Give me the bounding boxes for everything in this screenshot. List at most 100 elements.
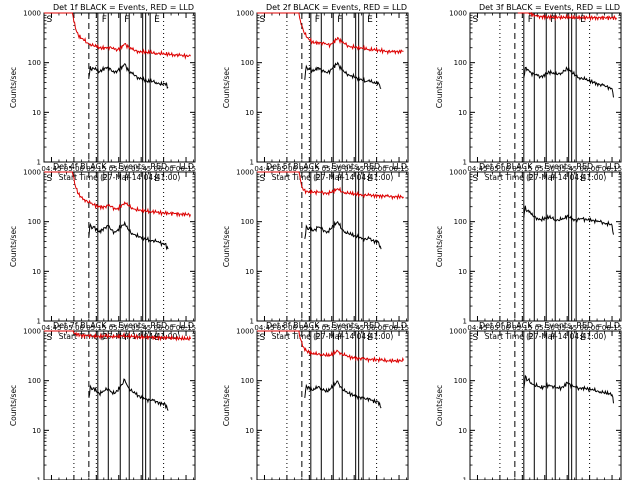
flag-label: F xyxy=(124,333,129,343)
y-tick-label: 10 xyxy=(458,109,467,117)
plot-frame xyxy=(256,12,409,163)
plot-frame xyxy=(256,330,409,480)
y-tick-label: 1 xyxy=(37,477,41,480)
y-tick-label: 10 xyxy=(245,427,254,435)
chart-panel-8f: Det 8f BLACK = Events, RED = LLD11010010… xyxy=(222,321,409,480)
x-tick-label: 05:00 xyxy=(64,324,84,332)
x-tick-label: 04:45 xyxy=(41,324,61,332)
y-tick-label: 10 xyxy=(32,268,41,276)
flag-label: E xyxy=(367,15,373,25)
x-tick-label: 04:45 xyxy=(254,324,274,332)
x-tick-label: 05:45 xyxy=(131,324,151,332)
chart-title: Det 2f BLACK = Events, RED = LLD xyxy=(266,3,407,12)
flag-label: F xyxy=(550,15,555,25)
x-tick-label: 05:30 xyxy=(322,324,342,332)
flag-label: F xyxy=(528,333,533,343)
y-tick-label: 1 xyxy=(463,159,467,167)
x-tick-label: 05:00 xyxy=(490,165,510,173)
y-tick-label: 100 xyxy=(454,377,467,385)
y-tick-label: 10 xyxy=(458,268,467,276)
flag-label: F xyxy=(102,174,107,184)
flag-label: F xyxy=(124,174,129,184)
flag-label: F xyxy=(550,333,555,343)
y-tick-label: 1 xyxy=(463,477,467,480)
flag-label: S xyxy=(259,174,265,184)
lld-series-line xyxy=(257,171,404,201)
x-tick-label: 05:15 xyxy=(299,165,319,173)
chart-panel-7f: Det 7f BLACK = Events, RED = LLD11010010… xyxy=(9,321,196,480)
flag-label: S xyxy=(472,174,478,184)
y-axis-label: Counts/sec xyxy=(435,385,444,426)
x-tick-label: 05:45 xyxy=(344,165,364,173)
x-tick-label: 06:15 xyxy=(602,165,622,173)
chart-panel-3f: Det 3f BLACK = Events, RED = LLD 1 10 100 10… xyxy=(435,3,622,182)
x-tick-label: 05:30 xyxy=(109,324,129,332)
chart-title: Det 4f BLACK = Events, RED = LLD xyxy=(53,162,194,171)
y-tick-label: 100 xyxy=(454,218,467,226)
x-tick-label: 06:00 xyxy=(154,165,174,173)
chart-panel-6f: Det 6f BLACK = Events, RED = LLD11010010… xyxy=(435,162,622,341)
lld-series-line xyxy=(44,12,191,60)
flag-label: S xyxy=(46,15,52,25)
y-tick-label: 10 xyxy=(245,268,254,276)
flag-label: E xyxy=(154,333,160,343)
x-tick-label: 06:15 xyxy=(176,324,196,332)
y-tick-label: 1000 xyxy=(23,10,41,18)
x-tick-label: 05:30 xyxy=(535,324,555,332)
flag-label: S xyxy=(46,174,52,184)
y-tick-label: 1000 xyxy=(236,10,254,18)
x-tick-label: 05:00 xyxy=(277,165,297,173)
flag-label: F xyxy=(102,15,107,25)
flag-label: S xyxy=(259,15,265,25)
x-tick-label: 05:45 xyxy=(557,165,577,173)
plot-frame xyxy=(43,12,196,163)
x-tick-label: 04:45 xyxy=(467,324,487,332)
x-tick-label: 06:15 xyxy=(389,165,409,173)
plot-frame xyxy=(43,330,196,480)
x-tick-label: 06:00 xyxy=(580,165,600,173)
x-tick-label: 05:45 xyxy=(344,324,364,332)
y-tick-label: 1 xyxy=(250,159,254,167)
y-tick-label: 10 xyxy=(32,427,41,435)
flag-label: F xyxy=(337,15,342,25)
plot-frame xyxy=(469,330,622,480)
flag-label: F xyxy=(315,174,320,184)
y-tick-label: 1 xyxy=(250,318,254,326)
y-tick-label: 1000 xyxy=(449,328,467,336)
flag-label: S xyxy=(46,333,52,343)
y-axis-label: Counts/sec xyxy=(9,67,18,108)
x-tick-label: 06:15 xyxy=(602,324,622,332)
y-axis-label: Counts/sec xyxy=(9,385,18,426)
x-axis-label: Start Time (27-Mar-14 04:41:00) xyxy=(272,332,394,341)
x-tick-label: 05:15 xyxy=(86,165,106,173)
y-tick-label: 100 xyxy=(28,59,41,67)
chart-panel-1f: Det 1f BLACK = Events, RED = LLD 1 10 100 10… xyxy=(9,3,196,182)
y-axis-label: Counts/sec xyxy=(222,385,231,426)
chart-title: Det 9f BLACK = Events, RED = LLD xyxy=(479,321,620,330)
x-tick-label: 06:00 xyxy=(580,324,600,332)
y-tick-label: 1000 xyxy=(236,328,254,336)
x-tick-label: 05:30 xyxy=(535,165,555,173)
x-tick-label: 05:30 xyxy=(109,165,129,173)
plot-frame xyxy=(469,12,622,163)
lld-series-line xyxy=(257,12,404,56)
y-tick-label: 100 xyxy=(454,59,467,67)
y-axis-label: Counts/sec xyxy=(9,226,18,267)
x-axis-label: Start Time (27-Mar-14 04:41:00) xyxy=(485,332,607,341)
x-tick-label: 05:00 xyxy=(277,324,297,332)
events-series-line xyxy=(523,205,614,235)
events-series-line xyxy=(304,220,382,250)
flag-label: F xyxy=(337,333,342,343)
y-axis-label: Counts/sec xyxy=(222,67,231,108)
flag-label: F xyxy=(528,15,533,25)
y-axis-label: Counts/sec xyxy=(435,67,444,108)
events-series-line xyxy=(88,220,169,251)
chart-title: Det 1f BLACK = Events, RED = LLD xyxy=(53,3,194,12)
flag-label: S xyxy=(472,333,478,343)
y-tick-label: 10 xyxy=(245,109,254,117)
y-tick-label: 10 xyxy=(32,109,41,117)
x-tick-label: 05:00 xyxy=(64,165,84,173)
lld-series-line xyxy=(44,171,191,218)
y-tick-label: 1000 xyxy=(449,169,467,177)
events-series-line xyxy=(304,61,382,90)
